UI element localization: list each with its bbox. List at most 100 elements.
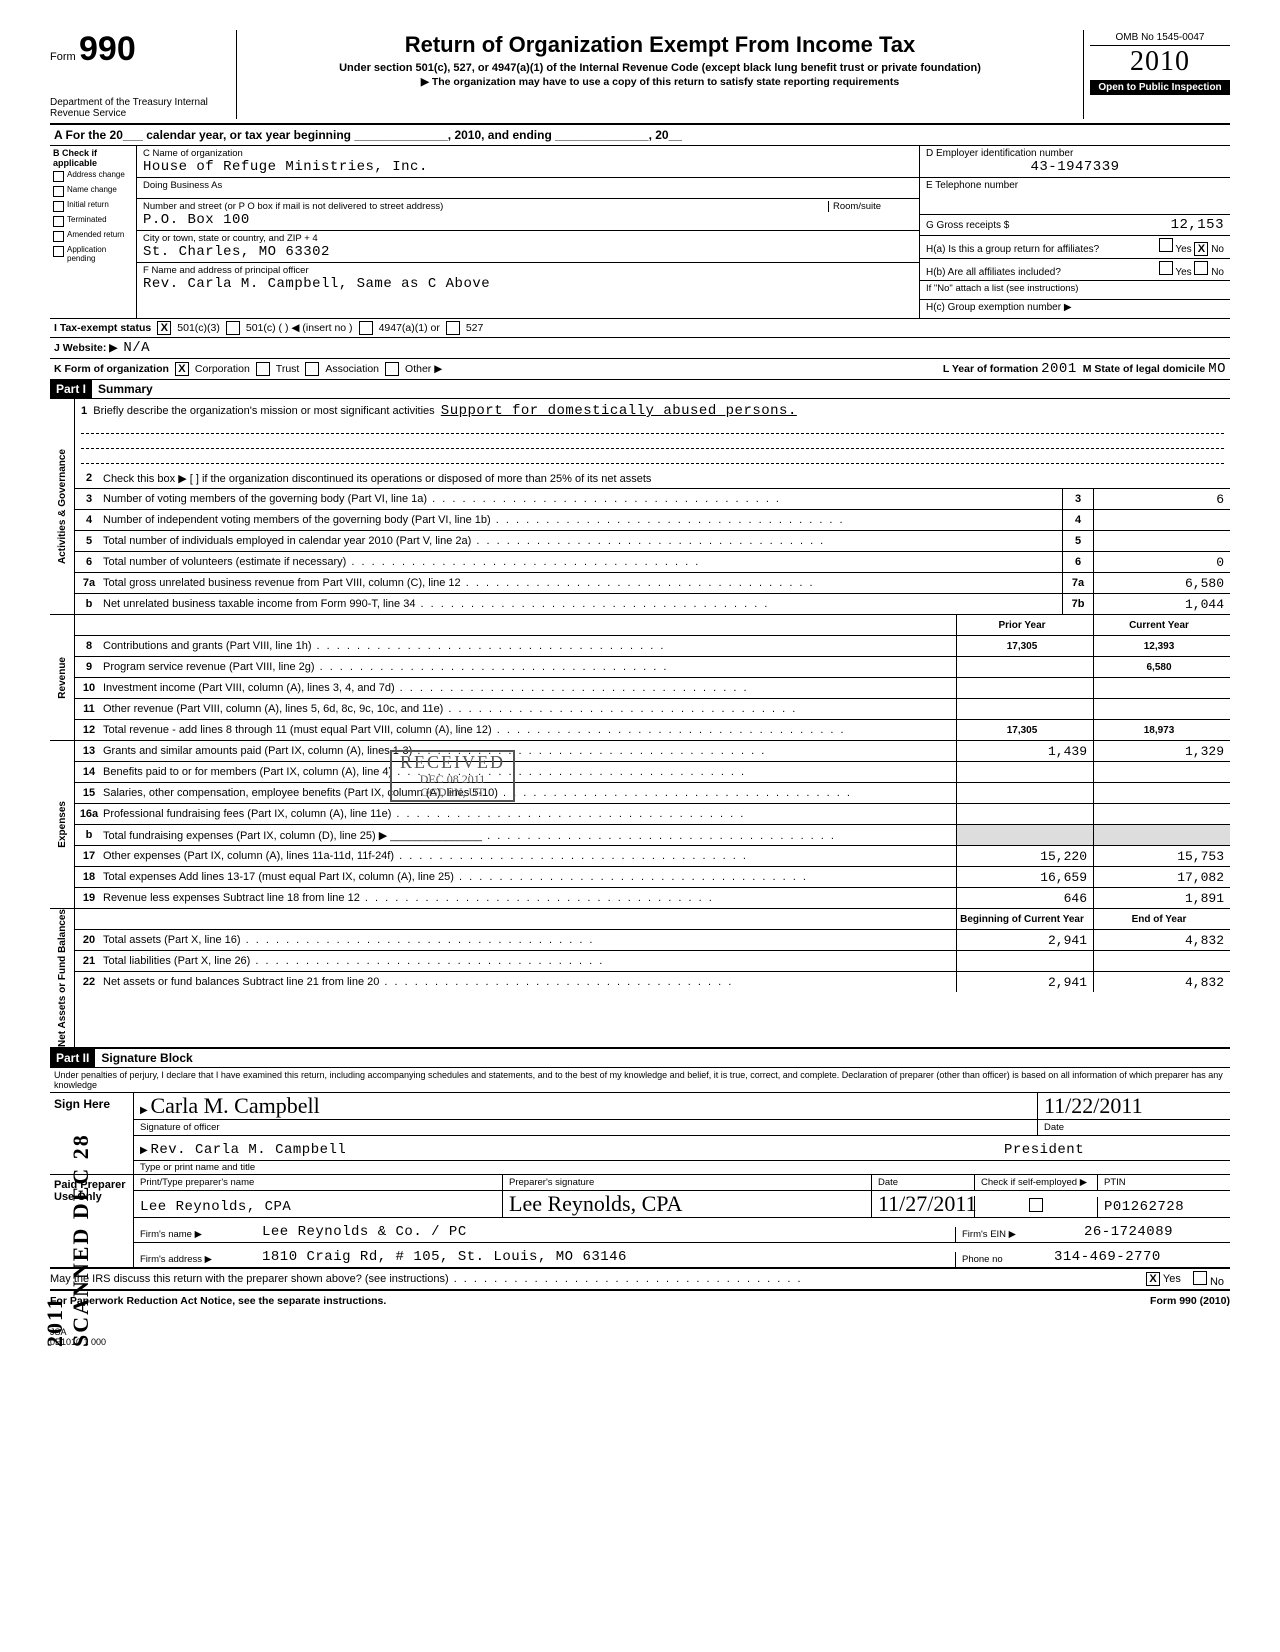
hb-yes[interactable]	[1159, 261, 1173, 275]
form-title: Return of Organization Exempt From Incom…	[247, 32, 1073, 58]
firm-addr: 1810 Craig Rd, # 105, St. Louis, MO 6314…	[256, 1247, 955, 1267]
chk-address[interactable]	[53, 171, 64, 182]
phone-label: E Telephone number	[926, 180, 1018, 191]
chk-terminated[interactable]	[53, 216, 64, 227]
hb-no[interactable]	[1194, 261, 1208, 275]
open-public: Open to Public Inspection	[1090, 80, 1230, 95]
chk-initial[interactable]	[53, 201, 64, 212]
year-formation: 2001	[1041, 361, 1077, 377]
org-name: House of Refuge Ministries, Inc.	[143, 159, 913, 175]
form-header: Form 990 Department of the Treasury Inte…	[50, 30, 1230, 125]
dept: Department of the Treasury Internal Reve…	[50, 97, 230, 119]
chk-4947[interactable]	[359, 321, 373, 335]
lbl-terminated: Terminated	[67, 215, 107, 224]
lbl-pending: Application pending	[67, 245, 133, 263]
chk-pending[interactable]	[53, 246, 64, 257]
line-12: 12 Total revenue - add lines 8 through 1…	[75, 720, 1230, 740]
irs-yes-lbl: Yes	[1163, 1273, 1181, 1285]
form-label: Form	[50, 51, 76, 63]
row-a: A For the 20___ calendar year, or tax ye…	[50, 125, 1230, 146]
lbl-501c: 501(c) ( ) ◀ (insert no )	[246, 322, 353, 334]
line-14: 14 Benefits paid to or for members (Part…	[75, 762, 1230, 783]
ha-yes[interactable]	[1159, 238, 1173, 252]
line-1: 1 Briefly describe the organization's mi…	[75, 399, 1230, 468]
state-domicile: MO	[1208, 361, 1226, 377]
lbl-name: Name change	[67, 185, 117, 194]
row-i: I Tax-exempt status X501(c)(3) 501(c) ( …	[50, 319, 1230, 338]
c-name-label: C Name of organization	[143, 148, 913, 159]
lbl-4947: 4947(a)(1) or	[379, 322, 440, 334]
line-5: 5 Total number of individuals employed i…	[75, 531, 1230, 552]
line-16a: 16a Professional fundraising fees (Part …	[75, 804, 1230, 825]
omb-no: OMB No 1545-0047	[1090, 30, 1230, 46]
ptin: P01262728	[1097, 1197, 1230, 1217]
line-11: 11 Other revenue (Part VIII, column (A),…	[75, 699, 1230, 720]
sig-label: Signature of officer	[134, 1120, 1037, 1135]
line1-label: Briefly describe the organization's miss…	[93, 405, 434, 417]
row-a-text: A For the 20___ calendar year, or tax ye…	[50, 125, 686, 145]
chk-corp[interactable]: X	[175, 362, 189, 376]
section-b-header: B Check if applicable	[53, 148, 133, 168]
line-3: 3 Number of voting members of the govern…	[75, 489, 1230, 510]
part2-header: Part II	[50, 1049, 95, 1067]
ha-label: H(a) Is this a group return for affiliat…	[926, 244, 1099, 255]
line2-text: Check this box ▶ [ ] if the organization…	[103, 472, 1230, 485]
date-label: Date	[1037, 1120, 1230, 1135]
row-j: J Website: ▶ N/A	[50, 338, 1230, 359]
ha-no[interactable]: X	[1194, 242, 1208, 256]
ein: 43-1947339	[1030, 159, 1119, 175]
irs-no[interactable]	[1193, 1271, 1207, 1285]
firm-phone-label: Phone no	[955, 1252, 1048, 1267]
officer-name: Rev. Carla M. Campbell	[150, 1142, 346, 1158]
tab-netassets: Net Assets or Fund Balances	[50, 909, 75, 1047]
chk-self-employed[interactable]	[1029, 1198, 1043, 1212]
chk-amended[interactable]	[53, 231, 64, 242]
city-label: City or town, state or country, and ZIP …	[143, 233, 330, 244]
preparer-name: Lee Reynolds, CPA	[134, 1197, 502, 1217]
line-b: b Total fundraising expenses (Part IX, c…	[75, 825, 1230, 846]
form-subtitle: Under section 501(c), 527, or 4947(a)(1)…	[247, 62, 1073, 74]
chk-assoc[interactable]	[305, 362, 319, 376]
firm-ein-label: Firm's EIN ▶	[955, 1227, 1078, 1242]
identity-block: B Check if applicable Address change Nam…	[50, 146, 1230, 319]
form-number: 990	[79, 30, 136, 68]
chk-trust[interactable]	[256, 362, 270, 376]
lbl-assoc: Association	[325, 363, 379, 375]
lbl-amended: Amended return	[67, 230, 124, 239]
hb-no-lbl: No	[1211, 267, 1224, 278]
hb-note: If "No" attach a list (see instructions)	[926, 283, 1078, 294]
officer-title: President	[998, 1140, 1230, 1160]
k-label: K Form of organization	[54, 363, 169, 375]
line-6: 6 Total number of volunteers (estimate i…	[75, 552, 1230, 573]
row-k: K Form of organization XCorporation Trus…	[50, 359, 1230, 380]
officer-signature: Carla M. Campbell	[150, 1093, 319, 1118]
firm-ein: 26-1724089	[1078, 1222, 1230, 1242]
ha-no-lbl: No	[1211, 244, 1224, 255]
prior-current-header: Revenue Prior Year Current Year 8 Contri…	[50, 615, 1230, 741]
line-21: 21 Total liabilities (Part X, line 26)	[75, 951, 1230, 972]
officer: Rev. Carla M. Campbell, Same as C Above	[143, 276, 490, 292]
chk-name[interactable]	[53, 186, 64, 197]
firm-label: Firm's name ▶	[134, 1227, 256, 1242]
form-subtitle2: ▶ The organization may have to use a cop…	[247, 76, 1073, 88]
prep-self-label: Check if self-employed ▶	[974, 1175, 1097, 1190]
part2-header-row: Part II Signature Block	[50, 1049, 1230, 1068]
irs-yes[interactable]: X	[1146, 1272, 1160, 1286]
chk-527[interactable]	[446, 321, 460, 335]
section-c: C Name of organization House of Refuge M…	[137, 146, 920, 318]
website: N/A	[123, 340, 150, 356]
type-label: Type or print name and title	[134, 1161, 1230, 1174]
section-b: B Check if applicable Address change Nam…	[50, 146, 137, 318]
footer-right: Form 990 (2010)	[1150, 1295, 1230, 1307]
lbl-initial: Initial return	[67, 200, 109, 209]
chk-other[interactable]	[385, 362, 399, 376]
tab-revenue: Revenue	[50, 615, 75, 740]
line-19: 19 Revenue less expenses Subtract line 1…	[75, 888, 1230, 908]
lbl-501c3: 501(c)(3)	[177, 322, 220, 334]
line-18: 18 Total expenses Add lines 13-17 (must …	[75, 867, 1230, 888]
l-label: L Year of formation	[943, 363, 1038, 375]
chk-501c[interactable]	[226, 321, 240, 335]
j-label: J Website: ▶	[54, 342, 117, 354]
street-label: Number and street (or P O box if mail is…	[143, 201, 820, 212]
chk-501c3[interactable]: X	[157, 321, 171, 335]
